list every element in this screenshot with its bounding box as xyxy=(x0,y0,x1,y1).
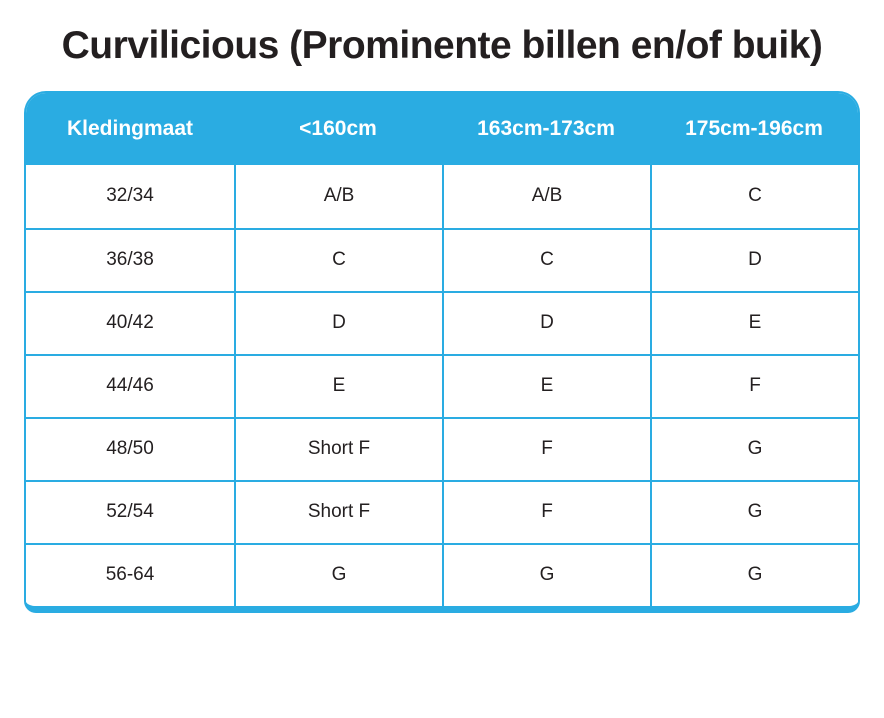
cell-cup-value: A/B xyxy=(234,164,442,228)
table-row: 44/46 E E F xyxy=(26,353,858,417)
page-title: Curvilicious (Prominente billen en/of bu… xyxy=(61,24,823,67)
cell-size: 40/42 xyxy=(106,312,154,334)
cell-size: 52/54 xyxy=(106,501,154,523)
cell-cup-value: C xyxy=(650,164,858,228)
table-row: 36/38 C C D xyxy=(26,227,858,291)
table-row: 32/34 A/B A/B C xyxy=(26,164,858,228)
cell-cup-value: E xyxy=(650,292,858,354)
size-chart-table: Kledingmaat <160cm 163cm-173cm 175cm-196… xyxy=(24,90,860,613)
table-row: 40/42 D D E xyxy=(26,290,858,354)
cell-cup-value: C xyxy=(234,229,442,291)
cell-size: 56-64 xyxy=(105,564,155,586)
cell-cup-value: G xyxy=(650,481,858,543)
cell-cup-value: G xyxy=(442,544,650,606)
table-row: 56-64 G G G xyxy=(26,542,858,606)
cell-cup-value: E xyxy=(442,355,650,417)
column-header-under-160cm: <160cm xyxy=(299,116,377,140)
cell-size: 48/50 xyxy=(106,438,154,460)
cell-cup-value: F xyxy=(442,481,650,543)
cell-size: 44/46 xyxy=(106,375,154,397)
cell-cup-value: G xyxy=(234,544,442,606)
cell-cup-value: D xyxy=(234,292,442,354)
cell-cup-value: Short F xyxy=(234,418,442,480)
cell-cup-value: F xyxy=(442,418,650,480)
cell-cup-value: E xyxy=(234,355,442,417)
table-header-row: Kledingmaat <160cm 163cm-173cm 175cm-196… xyxy=(26,92,858,165)
cell-cup-value: G xyxy=(650,544,858,606)
cell-cup-value: Short F xyxy=(234,481,442,543)
cell-cup-value: D xyxy=(442,292,650,354)
cell-cup-value: C xyxy=(442,229,650,291)
cell-size: 32/34 xyxy=(106,185,154,207)
cell-cup-value: D xyxy=(650,229,858,291)
cell-cup-value: F xyxy=(650,355,858,417)
table-body: 32/34 A/B A/B C 36/38 C C D 40/42 D D E 44/46 E E F 48/5… xyxy=(26,164,858,606)
cell-cup-value: G xyxy=(650,418,858,480)
column-header-175-196cm: 175cm-196cm xyxy=(685,116,823,140)
cell-cup-value: A/B xyxy=(442,164,650,228)
column-header-163-173cm: 163cm-173cm xyxy=(477,116,615,140)
column-header-kledingmaat: Kledingmaat xyxy=(66,116,194,140)
cell-size: 36/38 xyxy=(106,249,154,271)
